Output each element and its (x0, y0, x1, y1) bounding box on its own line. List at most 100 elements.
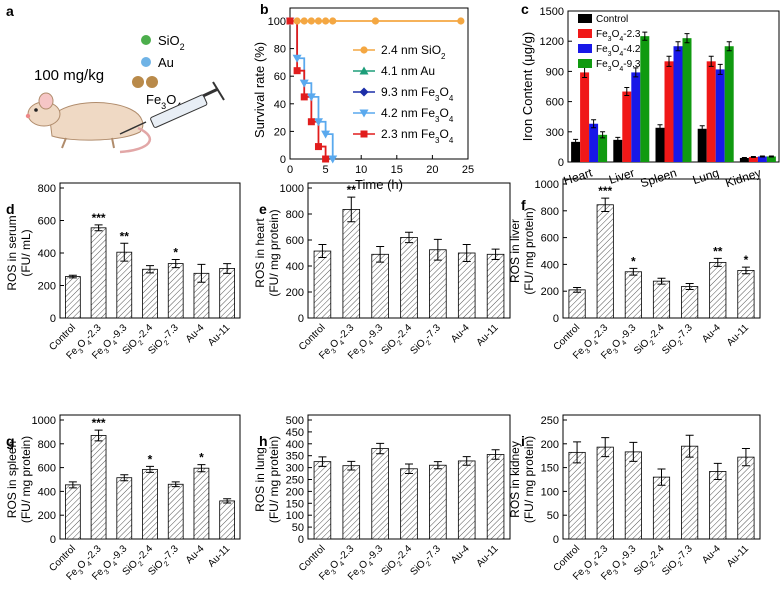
bar-i-5 (709, 471, 727, 540)
y-axis-label-f: ROS in liver (508, 219, 522, 283)
x-tick-label-c: Lung (691, 166, 721, 188)
y-tick-label-g: 600 (38, 463, 56, 475)
data-point-b-s3 (306, 93, 316, 102)
y-tick-label-b: 100 (268, 16, 286, 28)
error-bar-i (741, 448, 750, 467)
data-point-b-s3 (313, 118, 323, 127)
error-bar-c (666, 55, 672, 67)
x-tick-label-b: 25 (462, 164, 474, 176)
x-tick-label-e: SiO2-7.3 (408, 322, 445, 359)
error-bar-i (573, 441, 582, 464)
panel-a: a SiO2 Au Fe3O4 100 mg/kg (6, 3, 225, 154)
y-axis-label-d: ROS in serum (5, 215, 19, 290)
y-tick-label-c: 600 (546, 97, 564, 109)
bar-c-liver-1 (622, 91, 632, 162)
legend-label-b: 4.2 nm Fe3O4 (381, 106, 454, 124)
y-tick-label-b: 20 (274, 126, 286, 138)
error-bar-f (685, 283, 694, 290)
y-tick-label-d: 200 (38, 281, 56, 293)
panel-letter-b: b (260, 1, 269, 17)
y-tick-label-e: 0 (298, 313, 304, 325)
error-bar-c (684, 33, 690, 44)
error-bar-e (405, 231, 413, 244)
data-point-b-s0 (314, 17, 323, 25)
bar-c-kidney-0 (739, 157, 749, 162)
bar-c-kidney-1 (748, 156, 758, 162)
bar-c-liver-0 (613, 139, 623, 162)
x-tick-label-c: Kidney (724, 166, 763, 191)
legend-swatch-c (578, 44, 592, 53)
legend-marker-b (359, 66, 369, 75)
x-tick-label-c: Spleen (639, 166, 679, 191)
panel-letter-i: i (521, 433, 525, 449)
error-bar-f (713, 257, 722, 267)
y-tick-label-i: 200 (541, 439, 559, 451)
legend-swatch-c (578, 14, 592, 23)
panel-g-chart: g 0 200 400 600 800 1000 ROS in spleen (FU/ mg p… (5, 414, 241, 583)
panel-c-chart: c 0 300 600 900 1200 1500 Iron Content (μg/g) He… (520, 1, 780, 191)
error-bar-d (120, 242, 129, 262)
y-tick-label-c: 900 (546, 66, 564, 78)
x-tick-label-i: Au-4 (700, 543, 723, 566)
x-tick-label-h: Au-4 (449, 543, 472, 566)
y-axis-label-i: ROS in kidney (508, 441, 522, 518)
x-tick-label-e: Au-11 (475, 322, 501, 348)
bar-f-3 (652, 280, 671, 319)
y-tick-label-h: 100 (286, 510, 304, 522)
error-bar-c (657, 124, 663, 132)
bar-c-lung-0 (697, 128, 707, 162)
dose-label: 100 mg/kg (34, 67, 104, 84)
x-tick-label-d: Au-11 (206, 322, 232, 348)
legend-swatch-c (578, 29, 592, 38)
error-bar-i (657, 468, 666, 486)
x-tick-label-h: Au-11 (475, 543, 501, 569)
x-axis-label-b: Time (h) (355, 177, 403, 192)
bar-f-2 (624, 271, 642, 319)
au-particle-icon (141, 57, 151, 67)
error-bar-c (600, 131, 606, 139)
y-tick-label-i: 150 (541, 463, 559, 475)
error-bar-e (376, 246, 385, 263)
error-bar-d (223, 263, 232, 274)
y-tick-label-h: 50 (292, 522, 304, 534)
data-point-b-s4 (322, 155, 330, 163)
significance-g: * (199, 451, 204, 465)
y-tick-label-i: 0 (553, 534, 559, 546)
y-tick-label-h: 150 (286, 498, 304, 510)
legend-marker-b (360, 46, 368, 54)
fe3o4-particle-icon-2 (146, 76, 158, 88)
y-tick-label-f: 400 (541, 259, 559, 271)
error-bar-c (741, 156, 747, 159)
error-bar-h (376, 442, 385, 455)
bar-g-3 (142, 468, 158, 540)
bar-c-lung-2 (715, 69, 725, 162)
error-bar-c (675, 41, 681, 52)
legend-label-c: Fe3O4-4.2 (596, 44, 641, 58)
bar-f-6 (737, 270, 755, 319)
error-bar-c (699, 125, 705, 133)
x-tick-label-b: 20 (426, 164, 438, 176)
bar-g-5 (193, 467, 210, 540)
fe3o4-particle-icon-1 (132, 76, 144, 88)
bar-d-3 (142, 268, 158, 319)
x-tick-label-c: Heart (562, 165, 595, 188)
mouse-illustration (25, 92, 152, 154)
error-bar-g (146, 465, 154, 473)
error-bar-c (759, 155, 765, 158)
bar-c-liver-3 (640, 36, 650, 162)
data-point-b-s0 (457, 17, 465, 25)
bar-i-6 (737, 456, 755, 540)
error-bar-h (347, 460, 356, 471)
error-bar-e (318, 244, 327, 259)
bar-g-1 (90, 435, 107, 540)
bar-d-1 (90, 227, 107, 319)
panel-letter-a: a (6, 3, 14, 19)
y-tick-label-f: 0 (553, 313, 559, 325)
data-point-b-s3 (299, 79, 309, 88)
legend-label-c: Fe3O4-2.3 (596, 29, 641, 43)
x-tick-label-d: Au-4 (184, 322, 207, 345)
error-bar-i (685, 434, 694, 458)
y-tick-label-c: 0 (558, 157, 564, 169)
error-bar-c (633, 67, 639, 78)
